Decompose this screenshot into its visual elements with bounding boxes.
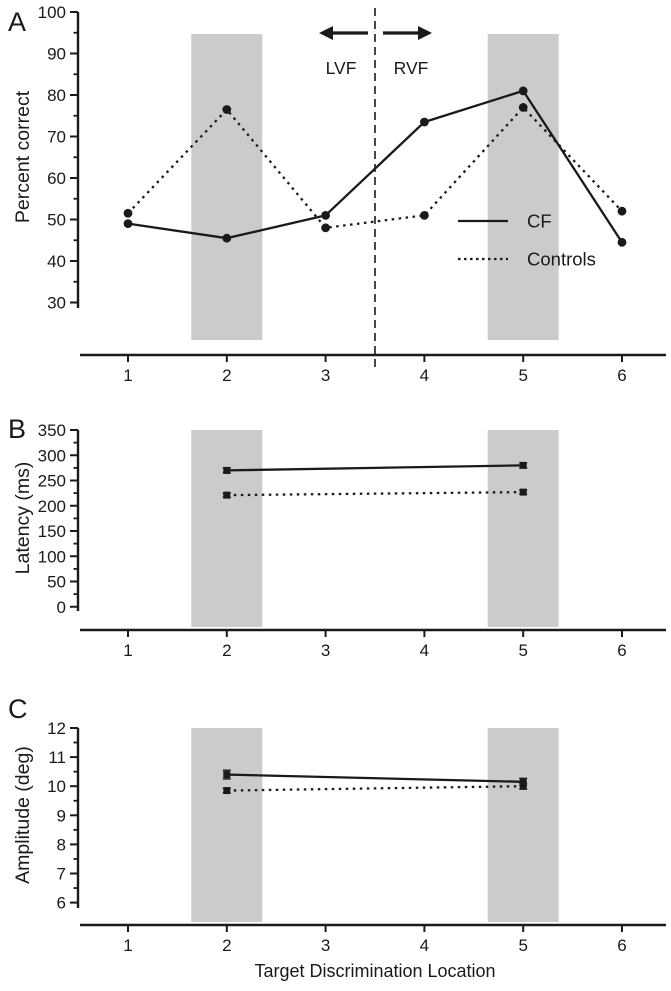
y-axis-title-c: Amplitude (deg): [12, 746, 34, 884]
y-tick-label: 40: [47, 252, 66, 271]
x-tick-label: 1: [123, 936, 132, 955]
controls-line-panel-a: [127, 106, 623, 229]
cf-marker: [518, 86, 528, 96]
controls-line-panel-b: [226, 490, 524, 497]
x-tick-label: 5: [518, 936, 527, 955]
cf-line-panel-b: [226, 464, 524, 472]
controls-marker: [123, 208, 133, 218]
cf-marker: [321, 210, 330, 220]
controls-line-panel-c: [226, 785, 524, 792]
cf-marker: [519, 461, 527, 469]
controls-marker: [519, 488, 527, 496]
legend-controls-label: Controls: [527, 249, 596, 270]
shaded-band-location-2: [191, 728, 263, 922]
y-tick-label: 200: [38, 497, 66, 516]
x-tick-label: 3: [321, 936, 330, 955]
panel-label-b: B: [8, 414, 26, 444]
y-tick-label: 100: [38, 3, 66, 22]
y-tick-label: 350: [38, 421, 66, 440]
y-tick-label: 70: [47, 128, 66, 147]
panel-label-a: A: [8, 7, 26, 37]
y-tick-label: 50: [47, 573, 66, 592]
y-axis-title-a: Percent correct: [12, 90, 34, 223]
panel-label-c: C: [8, 694, 28, 724]
x-tick-label: 6: [617, 641, 626, 660]
x-tick-label: 3: [321, 366, 330, 385]
x-tick-label: 4: [420, 641, 429, 660]
y-tick-label: 6: [57, 894, 66, 913]
cf-marker: [222, 233, 232, 243]
legend-cf-label: CF: [527, 211, 552, 232]
y-tick-label: 12: [47, 719, 66, 738]
y-tick-label: 7: [57, 865, 66, 884]
shaded-band-location-5: [487, 430, 559, 627]
y-tick-label: 300: [38, 446, 66, 465]
shaded-band-location-5: [487, 728, 559, 922]
x-tick-label: 5: [518, 641, 527, 660]
x-tick-label: 2: [222, 641, 231, 660]
y-tick-label: 11: [48, 748, 66, 767]
controls-marker: [321, 223, 330, 233]
rvf-label: RVF: [394, 58, 429, 78]
controls-marker: [222, 105, 232, 114]
cf-marker: [223, 466, 231, 474]
controls-marker: [223, 491, 231, 499]
y-tick-label: 80: [47, 86, 66, 105]
cf-line-panel-a: [127, 89, 623, 243]
y-tick-label: 150: [38, 522, 66, 541]
x-tick-label: 6: [617, 936, 626, 955]
x-tick-label: 1: [123, 366, 132, 385]
x-tick-label: 4: [420, 366, 429, 385]
y-tick-label: 10: [47, 777, 66, 796]
controls-marker: [223, 787, 231, 795]
shaded-band-location-5: [487, 34, 559, 340]
shaded-band-location-2: [191, 430, 263, 627]
lvf-label: LVF: [326, 58, 357, 78]
x-tick-label: 3: [321, 641, 330, 660]
y-tick-label: 250: [38, 472, 66, 491]
shaded-band-location-2: [191, 34, 263, 340]
x-tick-label: 1: [123, 641, 132, 660]
x-axis-title: Target Discrimination Location: [254, 961, 495, 981]
y-tick-label: 100: [38, 547, 66, 566]
cf-marker: [223, 771, 231, 779]
x-tick-label: 2: [222, 366, 231, 385]
cf-marker: [123, 219, 133, 229]
y-tick-label: 50: [47, 211, 66, 230]
x-tick-label: 4: [420, 936, 429, 955]
y-tick-label: 30: [47, 294, 66, 313]
y-tick-label: 0: [57, 598, 66, 617]
y-tick-label: 8: [57, 835, 66, 854]
lvf-arrow-head-icon: [319, 26, 333, 40]
controls-marker: [519, 782, 527, 790]
cf-marker: [519, 778, 527, 786]
x-tick-label: 5: [518, 366, 527, 385]
x-tick-label: 6: [617, 366, 626, 385]
controls-marker: [420, 210, 429, 220]
y-tick-label: 60: [47, 169, 66, 188]
y-axis-title-b: Latency (ms): [12, 462, 34, 575]
x-tick-label: 2: [222, 936, 231, 955]
cf-marker: [420, 117, 429, 127]
cf-line-panel-c: [226, 773, 524, 783]
rvf-arrow-head-icon: [418, 26, 432, 40]
controls-marker: [518, 103, 528, 112]
y-tick-label: 90: [47, 45, 66, 64]
controls-marker: [617, 206, 627, 216]
cf-marker: [617, 237, 627, 247]
y-tick-label: 9: [57, 806, 66, 825]
